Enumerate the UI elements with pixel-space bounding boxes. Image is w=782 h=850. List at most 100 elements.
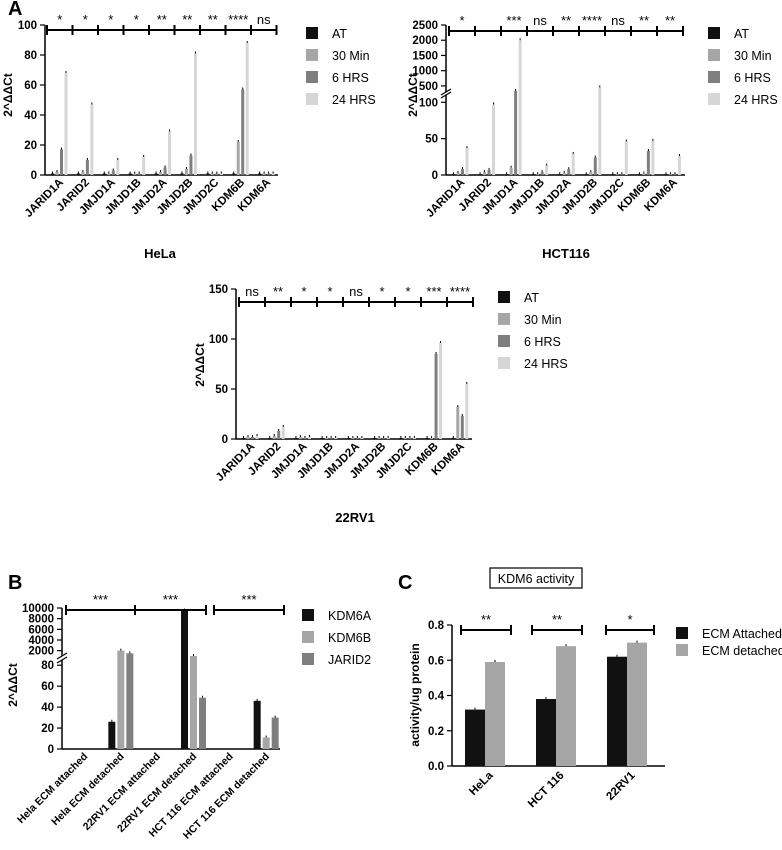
panel-b-legend-swatch: [302, 609, 314, 621]
hela-bar-6-hrs: [189, 155, 193, 175]
hela-bar-24-hrs: [193, 53, 197, 175]
hct116-x-tick-label: JARID1A: [424, 177, 467, 220]
22rv1-bar-30-min: [430, 438, 434, 439]
22rv1-legend-label: 24 HRS: [524, 357, 568, 371]
hct116-legend-label: AT: [734, 27, 749, 41]
22rv1-legend-label: 30 Min: [524, 313, 562, 327]
hct116-bar-6-hrs: [567, 169, 571, 175]
panel-b-legend-label: KDM6B: [328, 631, 371, 645]
22rv1-bar-30-min: [325, 438, 329, 439]
hela-y-tick-label: 20: [24, 140, 37, 152]
hela-bar-at: [232, 173, 236, 175]
panel-b-y-tick-label: 20: [41, 723, 54, 735]
hela-y-tick-label: 60: [24, 80, 37, 92]
panel-c-y-tick-label: 0.0: [428, 761, 444, 773]
panel-b-bar-kdm6b: [117, 650, 125, 749]
hct116-bar-6-hrs: [646, 151, 650, 175]
22rv1-x-tick-label: JARID1A: [214, 441, 257, 484]
22rv1-bar-24-hrs: [307, 437, 311, 439]
hela-y-axis-label: 2^ΔΔCt: [1, 73, 15, 117]
panel-c-x-tick-label: 22RV1: [604, 769, 638, 803]
panel-b-bar-jarid2: [199, 697, 206, 749]
panel-c-legend-swatch: [676, 627, 688, 639]
hela-bar-at: [102, 173, 106, 175]
panel-c-y-tick-label: 0.8: [428, 620, 445, 632]
22rv1-bar-6-hrs: [329, 438, 333, 439]
hct116-bar-24-hrs: [518, 40, 522, 176]
hela-sig-label: ****: [228, 12, 248, 27]
hct116-sig-label: **: [561, 13, 571, 28]
22rv1-sig-label: ns: [245, 284, 259, 299]
22rv1-bar-at: [425, 438, 429, 439]
hela-bar-24-hrs: [142, 157, 146, 175]
22rv1-bar-at: [268, 438, 272, 439]
hct116-sig-label: ns: [533, 13, 547, 28]
22rv1-sig-label: *: [379, 284, 384, 299]
panel-b-y-tick-label: 8000: [28, 614, 54, 626]
22rv1-bar-6-hrs: [277, 431, 281, 439]
panel-c-bar-ecm-attached: [607, 656, 627, 766]
22rv1-sig-label: ****: [450, 284, 470, 299]
hct116-y-tick-label: 50: [425, 134, 438, 146]
hct116-legend-label: 6 HRS: [734, 71, 771, 85]
hela-bar-6-hrs: [60, 149, 63, 175]
panel-b-y-tick-label: 10000: [22, 603, 54, 615]
22rv1-bar-6-hrs: [408, 438, 412, 439]
22rv1-bar-30-min: [377, 438, 381, 439]
hela-bar-6-hrs: [111, 170, 115, 175]
hct116-y-tick-label: 1000: [412, 66, 438, 78]
22rv1-legend-swatch: [498, 335, 510, 347]
hela-bar-at: [154, 173, 158, 175]
hela-y-tick-label: 40: [24, 110, 37, 122]
22rv1-sig-label: *: [301, 284, 306, 299]
22rv1-bar-6-hrs: [355, 438, 359, 439]
hct116-y-tick-label: 500: [419, 81, 438, 93]
panel-c-legend-swatch: [676, 644, 688, 656]
hct116-bar-30-min: [509, 167, 513, 175]
hela-y-tick-label: 100: [18, 20, 37, 32]
hela-legend-label: 6 HRS: [332, 71, 369, 85]
panel-c-sig-label: *: [627, 612, 632, 627]
hct116-bar-at: [558, 174, 562, 175]
hela-bar-6-hrs: [85, 160, 89, 175]
hct116-bar-at: [531, 174, 535, 175]
hela-y-tick-label: 80: [24, 50, 37, 62]
panel-b-sig-label: ***: [163, 592, 178, 607]
22rv1-bar-at: [294, 438, 298, 439]
panel-label-c: C: [398, 572, 413, 594]
hct116-bar-at: [611, 174, 615, 175]
hct116-bar-at: [505, 174, 509, 175]
hela-bar-6-hrs: [267, 173, 271, 175]
hct116-y-tick-label: 100: [419, 97, 438, 109]
hela-bar-at: [128, 173, 132, 175]
panel-label-a: A: [8, 0, 23, 20]
panel-c-legend-label: ECM Attached: [702, 627, 782, 641]
22rv1-sig-label: **: [273, 284, 283, 299]
hela-legend-label: 24 HRS: [332, 93, 376, 107]
hela-bar-24-hrs: [116, 160, 120, 175]
panel-b-legend-label: JARID2: [328, 653, 371, 667]
hct116-bar-24-hrs: [651, 140, 655, 175]
panel-b-axis-break: [56, 656, 68, 664]
hela-bar-6-hrs: [241, 89, 245, 175]
panel-b-y-tick-label: 4000: [28, 635, 54, 647]
panel-b-sig-label: ***: [93, 592, 108, 607]
hct116-legend-swatch: [708, 93, 720, 105]
hct116-legend-label: 24 HRS: [734, 93, 778, 107]
22rv1-bar-24-hrs: [255, 436, 259, 439]
hct116-legend-swatch: [708, 27, 720, 39]
panel-c-y-tick-label: 0.4: [428, 691, 445, 703]
hct116-bar-at: [584, 174, 588, 175]
hct116-bar-24-hrs: [598, 87, 602, 175]
hela-bar-30-min: [210, 173, 214, 175]
22rv1-bar-6-hrs: [460, 416, 464, 439]
22rv1-bar-6-hrs: [251, 437, 254, 439]
hct116-bar-30-min: [589, 172, 593, 175]
panel-b-bar-jarid2: [126, 653, 134, 749]
hct116-bar-30-min: [536, 174, 540, 175]
22rv1-bar-24-hrs: [334, 438, 338, 439]
22rv1-bar-24-hrs: [360, 438, 364, 439]
hct116-bar-6-hrs: [487, 169, 491, 175]
panel-b-legend-label: KDM6A: [328, 609, 372, 623]
22rv1-y-tick-label: 0: [222, 434, 228, 446]
